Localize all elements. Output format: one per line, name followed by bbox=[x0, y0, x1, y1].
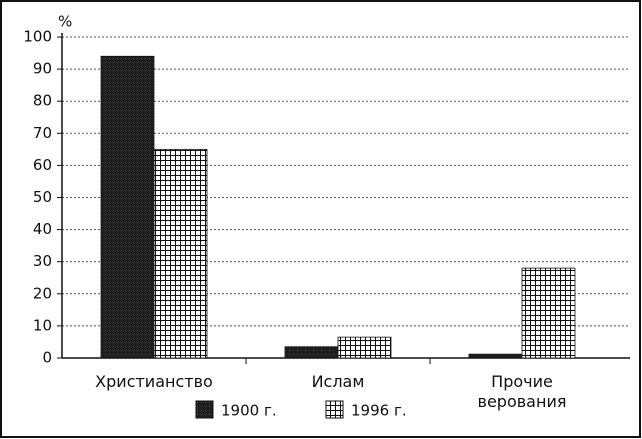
y-tick-label: 90 bbox=[33, 60, 52, 78]
legend-label: 1996 г. bbox=[351, 402, 407, 420]
bar bbox=[521, 267, 576, 359]
bar bbox=[284, 346, 339, 359]
y-tick-label: 30 bbox=[33, 252, 52, 270]
legend-swatch bbox=[325, 400, 344, 419]
y-tick-label: 70 bbox=[33, 124, 52, 142]
bar bbox=[153, 148, 208, 359]
bar bbox=[100, 55, 155, 359]
y-tick-label: 60 bbox=[33, 156, 52, 174]
y-tick-label: 0 bbox=[42, 349, 52, 367]
y-tick-label: 20 bbox=[33, 284, 52, 302]
y-axis-label: % bbox=[58, 13, 72, 31]
legend-swatch bbox=[195, 400, 214, 419]
bar bbox=[468, 353, 523, 359]
y-tick-label: 40 bbox=[33, 220, 52, 238]
x-tick-label: Ислам bbox=[311, 372, 365, 391]
x-tick-label: Прочие верования bbox=[477, 372, 567, 411]
legend-label: 1900 г. bbox=[221, 402, 277, 420]
y-tick-label: 80 bbox=[33, 92, 52, 110]
y-tick-label: 100 bbox=[23, 28, 52, 46]
x-tick-label: Христианство bbox=[95, 372, 213, 391]
y-tick-label: 50 bbox=[33, 188, 52, 206]
y-tick-label: 10 bbox=[33, 316, 52, 334]
bar bbox=[337, 336, 392, 359]
